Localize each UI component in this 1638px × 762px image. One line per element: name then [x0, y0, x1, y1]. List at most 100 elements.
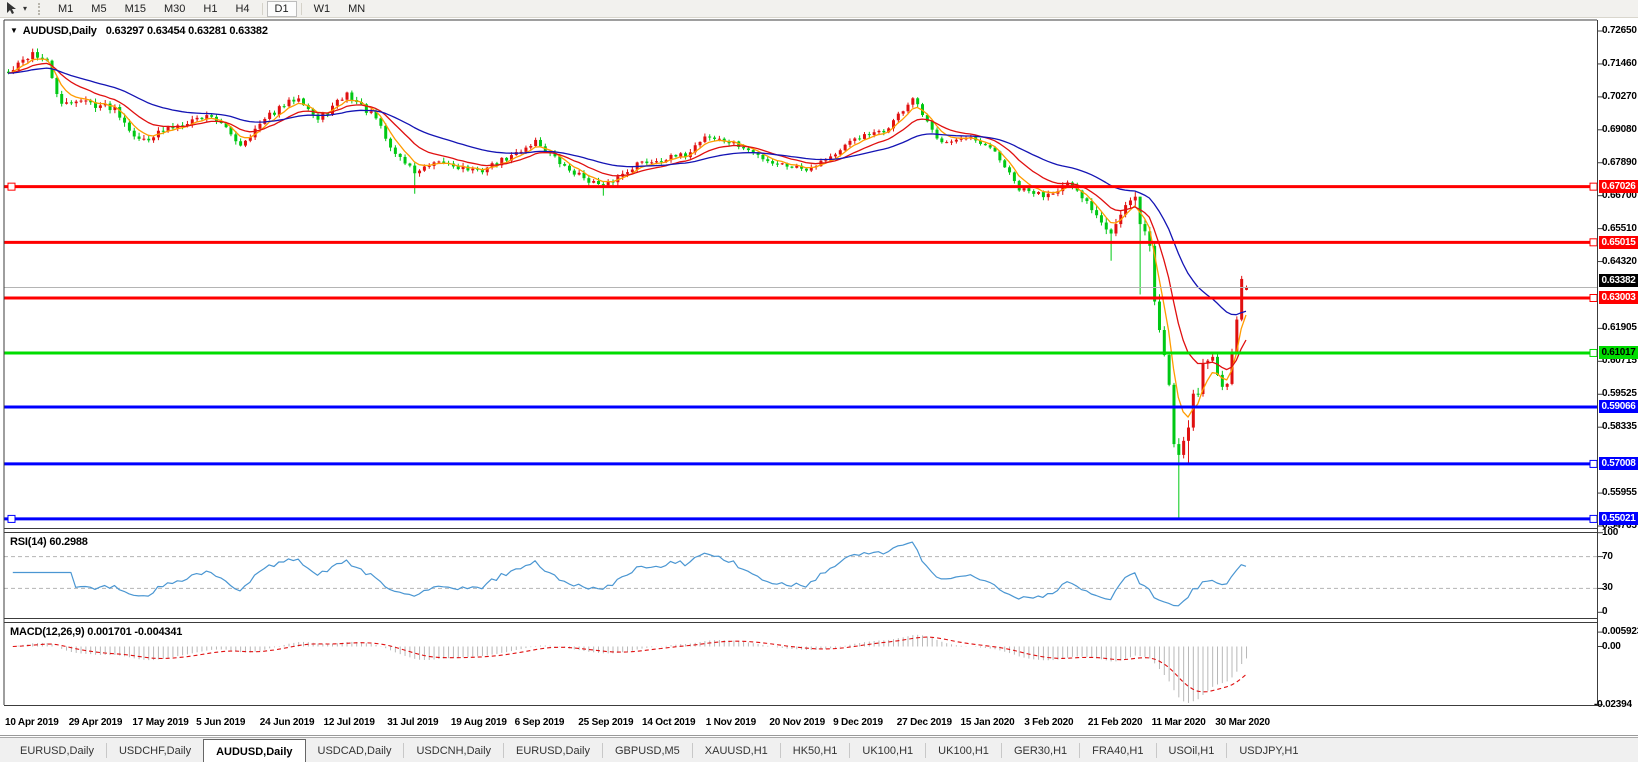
- chart-tab-GER30-H1[interactable]: GER30,H1: [1013, 744, 1068, 757]
- toolbar-separator: [261, 2, 263, 15]
- candle-body: [384, 125, 388, 139]
- timeframe-buttons: M1 M5 M15 M30 H1 H4 D1 W1 MN: [49, 0, 374, 17]
- symbol-name: AUDUSD,Daily: [22, 25, 97, 37]
- date-axis-label: 20 Nov 2019: [769, 717, 826, 728]
- candle-body: [442, 161, 446, 163]
- candle-body: [1008, 167, 1012, 173]
- candle-body: [988, 145, 992, 148]
- macd-signal-line: [12, 636, 1247, 693]
- chart-tab-XAUUSD-H1[interactable]: XAUUSD,H1: [704, 744, 768, 757]
- candle-body: [790, 166, 794, 168]
- chart-tab-HK50-H1[interactable]: HK50,H1: [792, 744, 838, 757]
- candle-body: [1182, 440, 1186, 455]
- date-axis-label: 30 Mar 2020: [1215, 717, 1270, 728]
- price-level-tag-0.63003[interactable]: 0.63003: [1599, 291, 1638, 304]
- chart-tab-USDJPY-H1[interactable]: USDJPY,H1: [1239, 744, 1299, 757]
- chart-tab-USOil-H1[interactable]: USOil,H1: [1168, 744, 1215, 757]
- macd-indicator-label: MACD(12,26,9) 0.001701 -0.004341: [10, 626, 183, 638]
- candle-body: [306, 105, 310, 110]
- date-axis-label: 21 Feb 2020: [1087, 717, 1143, 728]
- candle-body: [1211, 356, 1215, 361]
- price-level-tag-0.67026[interactable]: 0.67026: [1599, 180, 1638, 194]
- candle-body: [243, 140, 247, 146]
- price-axis-tick: 0.58335: [1602, 421, 1637, 433]
- candle-body: [592, 181, 596, 183]
- candle-body: [40, 57, 44, 59]
- price-level-tag-0.59066[interactable]: 0.59066: [1599, 400, 1638, 414]
- candle-body: [529, 146, 533, 148]
- date-axis-label: 6 Sep 2019: [514, 717, 565, 728]
- price-level-tag-0.61017[interactable]: 0.61017: [1599, 346, 1638, 360]
- candle-body: [930, 121, 934, 130]
- candle-body: [1206, 360, 1210, 364]
- candle-body: [896, 113, 900, 121]
- chart-tab-AUDUSD-Daily[interactable]: AUDUSD,Daily: [203, 739, 306, 762]
- chart-tab-EURUSD-Daily[interactable]: EURUSD,Daily: [20, 744, 94, 757]
- candle-body: [800, 165, 804, 169]
- timeframe-button-W1[interactable]: W1: [313, 2, 331, 15]
- chart-window: ▼ AUDUSD,Daily 0.63297 0.63454 0.63281 0.6…: [0, 18, 1638, 736]
- candle-body: [89, 100, 93, 103]
- chart-tab-FRA40-H1[interactable]: FRA40,H1: [1092, 744, 1144, 757]
- cursor-arrow-icon[interactable]: [2, 1, 20, 16]
- macd-axis-tick: 0.00: [1602, 640, 1621, 652]
- chart-tab-USDCNH-Daily[interactable]: USDCNH,Daily: [416, 744, 492, 757]
- tab-separator: [925, 743, 927, 758]
- timeframe-button-M30[interactable]: M30: [163, 2, 186, 15]
- hline-handle: [1589, 182, 1598, 191]
- toolbar-grip[interactable]: [38, 2, 43, 15]
- price-level-tag-0.65015[interactable]: 0.65015: [1599, 235, 1638, 249]
- candle-body: [659, 161, 663, 163]
- price-chart-canvas[interactable]: [0, 18, 1638, 762]
- rsi-axis-tick: 30: [1602, 582, 1613, 594]
- candle-body: [142, 138, 146, 140]
- candle-body: [872, 132, 876, 135]
- candle-body: [26, 59, 30, 61]
- chart-tab-UK100-H1[interactable]: UK100,H1: [938, 744, 989, 757]
- candle-body: [679, 153, 683, 157]
- chevron-down-icon[interactable]: ▾: [22, 4, 27, 13]
- timeframe-button-H1[interactable]: H1: [203, 2, 218, 15]
- price-axis-tick: 0.65510: [1602, 222, 1637, 234]
- timeframe-button-D1[interactable]: D1: [266, 0, 297, 17]
- candle-body: [626, 172, 630, 174]
- timeframe-button-M1[interactable]: M1: [58, 2, 74, 15]
- chart-tab-UK100-H1[interactable]: UK100,H1: [862, 744, 914, 757]
- candle-body: [379, 118, 383, 126]
- price-level-tag-0.55021[interactable]: 0.55021: [1599, 512, 1638, 526]
- candle-body: [69, 102, 73, 104]
- date-axis-label: 12 Jul 2019: [323, 717, 375, 728]
- timeframe-button-M5[interactable]: M5: [91, 2, 107, 15]
- candle-body: [21, 59, 25, 63]
- candle-body: [538, 139, 542, 147]
- chart-tab-EURUSD-Daily[interactable]: EURUSD,Daily: [516, 744, 590, 757]
- candle-body: [1114, 224, 1118, 234]
- tab-separator: [503, 743, 505, 758]
- candle-body: [567, 165, 571, 171]
- timeframe-button-M15[interactable]: M15: [124, 2, 146, 15]
- macd-axis-tick: -0.02394: [1594, 698, 1632, 710]
- timeframe-button-H4[interactable]: H4: [235, 2, 250, 15]
- candle-body: [65, 102, 69, 104]
- date-axis-label: 1 Nov 2019: [705, 717, 756, 728]
- date-axis-label: 3 Feb 2020: [1024, 717, 1074, 728]
- chart-tab-USDCAD-Daily[interactable]: USDCAD,Daily: [317, 744, 392, 757]
- candle-body: [461, 166, 465, 170]
- chart-tab-GBPUSD-M5[interactable]: GBPUSD,M5: [615, 744, 680, 757]
- price-level-tag-0.57008[interactable]: 0.57008: [1599, 457, 1638, 471]
- candle-body: [79, 100, 83, 102]
- candle-body: [751, 150, 755, 153]
- candle-body: [185, 124, 189, 127]
- candle-body: [258, 123, 262, 129]
- symbol-dropdown-icon[interactable]: ▼: [10, 26, 18, 35]
- chart-tab-USDCHF-Daily[interactable]: USDCHF,Daily: [118, 744, 192, 757]
- candle-body: [282, 106, 286, 108]
- candle-body: [587, 178, 591, 183]
- candle-body: [891, 120, 895, 129]
- candle-body: [1201, 363, 1205, 395]
- candle-body: [553, 153, 557, 157]
- candle-body: [137, 136, 141, 139]
- candle-body: [1162, 330, 1166, 356]
- candle-body: [466, 166, 470, 171]
- timeframe-button-MN[interactable]: MN: [348, 2, 366, 15]
